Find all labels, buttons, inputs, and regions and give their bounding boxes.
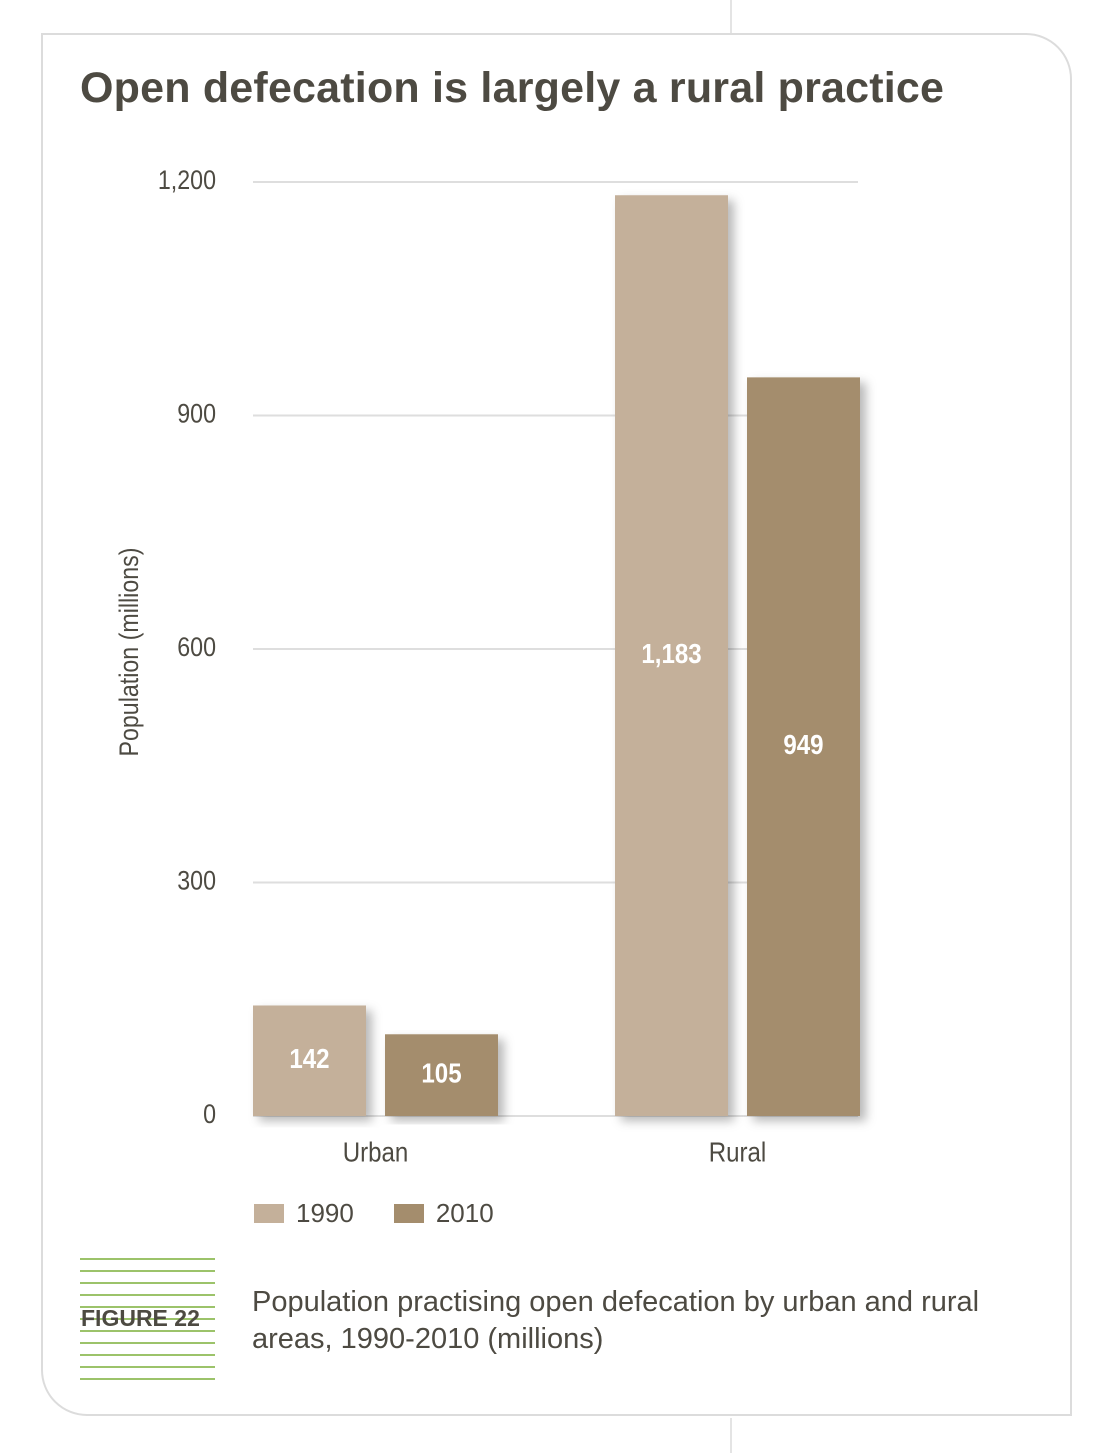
- stripe-line: [80, 1306, 215, 1308]
- legend-label-2010: 2010: [435, 1197, 494, 1228]
- bar-value-label: 949: [783, 728, 823, 760]
- legend-swatch-2010: [393, 1203, 424, 1223]
- x-category-label-urban: Urban: [343, 1136, 409, 1168]
- bar-value-label: 142: [289, 1042, 329, 1074]
- bar-rural-2010: [747, 377, 860, 1116]
- y-tick-label: 600: [177, 633, 216, 663]
- legend-item-1990: 1990: [254, 1198, 354, 1229]
- stripe-line: [80, 1282, 215, 1284]
- y-tick-label: 300: [177, 866, 216, 896]
- y-axis-title: Population (millions): [115, 547, 145, 756]
- legend-label-1990: 1990: [296, 1197, 354, 1228]
- y-tick-label: 0: [203, 1100, 216, 1130]
- chart-text: 0 300 600 900 1,200 Population (millions) 142 1…: [115, 166, 824, 1168]
- legend-swatch-1990: [254, 1203, 284, 1223]
- stripe-line: [80, 1354, 215, 1356]
- legend: 1990 2010: [254, 1196, 534, 1230]
- bar-rural-1990: [615, 195, 728, 1116]
- page-divider-bottom: [730, 1418, 732, 1453]
- stripe-line: [80, 1342, 215, 1344]
- page-divider-top: [730, 0, 732, 34]
- stripe-line: [80, 1330, 215, 1332]
- stripe-line: [80, 1258, 215, 1260]
- bar-urban-2010: [385, 1034, 498, 1116]
- bar-value-label: 1,183: [641, 637, 701, 669]
- bars: [253, 195, 860, 1116]
- stripe-line: [80, 1294, 215, 1296]
- legend-item-2010: 2010: [393, 1197, 494, 1229]
- stripe-line: [80, 1318, 215, 1320]
- figure-badge-stripes: [80, 1258, 215, 1382]
- chart-title: Open defecation is largely a rural pract…: [80, 64, 945, 112]
- x-category-label-rural: Rural: [709, 1136, 767, 1168]
- figure-number: FIGURE 22: [81, 1305, 200, 1331]
- figure-caption: Population practising open defecation by…: [252, 1286, 980, 1355]
- bar-value-label: 105: [421, 1057, 461, 1089]
- stripe-line: [80, 1366, 215, 1368]
- y-tick-label: 900: [177, 399, 216, 429]
- y-tick-label: 1,200: [158, 166, 216, 196]
- figure-card: [41, 33, 1072, 1416]
- bar-urban-1990: [253, 1005, 366, 1116]
- stripe-line: [80, 1378, 215, 1380]
- stripe-line: [80, 1270, 215, 1272]
